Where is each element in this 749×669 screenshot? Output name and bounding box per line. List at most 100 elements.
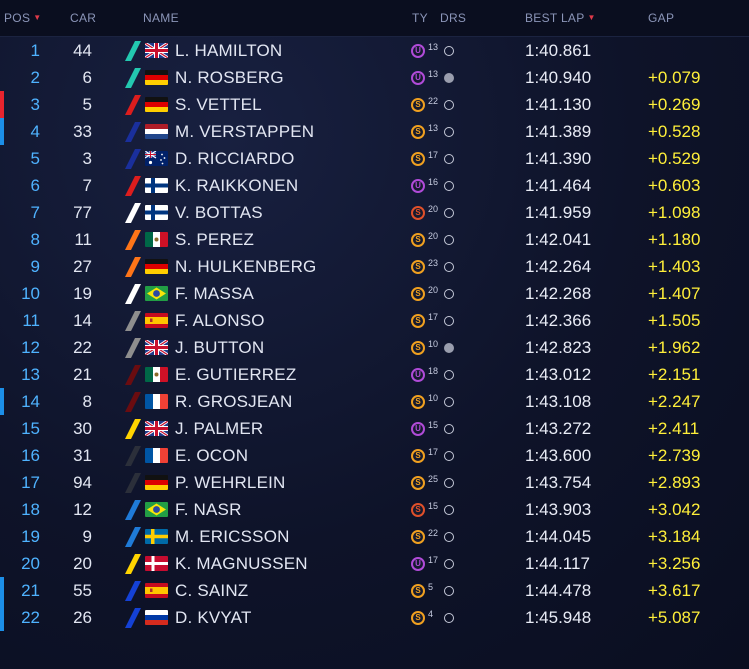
drs-indicator-icon: [444, 46, 454, 56]
flag-fr-icon: [145, 448, 168, 463]
table-row[interactable]: 9 27 N. HULKENBERG S 23 1:42.264 +1.403: [0, 253, 749, 280]
table-row[interactable]: 2 6 N. ROSBERG U 13 1:40.940 +0.079: [0, 64, 749, 91]
car-number: 12: [73, 500, 92, 519]
driver-name[interactable]: L. HAMILTON: [175, 41, 283, 60]
table-row[interactable]: 8 11 S. PEREZ S 20 1:42.041 +1.180: [0, 226, 749, 253]
drs-indicator-icon: [444, 181, 454, 191]
gap-to-leader: +1.098: [648, 203, 701, 222]
table-row[interactable]: 16 31 E. OCON S 17 1:43.600 +2.739: [0, 442, 749, 469]
tyre-age: 22: [428, 528, 439, 538]
driver-name[interactable]: F. NASR: [175, 500, 242, 519]
table-row[interactable]: 15 30 J. PALMER U 15 1:43.272 +2.411: [0, 415, 749, 442]
team-color-icon: [125, 176, 141, 196]
table-row[interactable]: 18 12 F. NASR S 15 1:43.903 +3.042: [0, 496, 749, 523]
car-number: 14: [73, 311, 92, 330]
table-row[interactable]: 14 8 R. GROSJEAN S 10 1:43.108 +2.247: [0, 388, 749, 415]
driver-name[interactable]: D. RICCIARDO: [175, 149, 295, 168]
driver-name[interactable]: R. GROSJEAN: [175, 392, 293, 411]
flag-uk-icon: [145, 340, 168, 355]
tyre-age: 10: [428, 339, 439, 349]
header-car[interactable]: CAR: [70, 11, 97, 25]
team-color-icon: [125, 95, 141, 115]
table-row[interactable]: 22 26 D. KVYAT S 4 1:45.948 +5.087: [0, 604, 749, 631]
table-row[interactable]: 4 33 M. VERSTAPPEN S 13 1:41.389 +0.528: [0, 118, 749, 145]
drs-indicator-icon: [444, 397, 454, 407]
header-pos[interactable]: POS ▼: [4, 11, 41, 25]
table-row[interactable]: 13 21 E. GUTIERREZ U 18 1:43.012 +2.151: [0, 361, 749, 388]
gap-to-leader: +0.079: [648, 68, 701, 87]
tyre-compound-icon: U: [411, 368, 425, 382]
tyre-compound-icon: S: [411, 152, 425, 166]
table-row[interactable]: 7 77 V. BOTTAS S 20 1:41.959 +1.098: [0, 199, 749, 226]
tyre-compound-icon: S: [411, 260, 425, 274]
driver-name[interactable]: E. OCON: [175, 446, 249, 465]
table-row[interactable]: 5 3 D. RICCIARDO S 17 1:41.390 +0.529: [0, 145, 749, 172]
tyre-compound-icon: U: [411, 422, 425, 436]
team-color-icon: [125, 527, 141, 547]
position: 14: [21, 392, 40, 411]
position-gained-indicator: [0, 118, 4, 145]
table-row[interactable]: 21 55 C. SAINZ S 5 1:44.478 +3.617: [0, 577, 749, 604]
driver-name[interactable]: M. ERICSSON: [175, 527, 290, 546]
table-row[interactable]: 20 20 K. MAGNUSSEN U 17 1:44.117 +3.256: [0, 550, 749, 577]
driver-name[interactable]: C. SAINZ: [175, 581, 249, 600]
tyre-age: 15: [428, 420, 439, 430]
header-drs[interactable]: DRS: [440, 11, 467, 25]
car-number: 9: [82, 527, 92, 546]
driver-name[interactable]: M. VERSTAPPEN: [175, 122, 315, 141]
best-lap-time: 1:40.861: [525, 41, 592, 60]
car-number: 27: [73, 257, 92, 276]
driver-name[interactable]: S. PEREZ: [175, 230, 255, 249]
car-number: 44: [73, 41, 92, 60]
table-row[interactable]: 10 19 F. MASSA S 20 1:42.268 +1.407: [0, 280, 749, 307]
table-row[interactable]: 1 44 L. HAMILTON U 13 1:40.861: [0, 37, 749, 64]
table-row[interactable]: 19 9 M. ERICSSON S 22 1:44.045 +3.184: [0, 523, 749, 550]
tyre-age: 10: [428, 393, 439, 403]
table-row[interactable]: 17 94 P. WEHRLEIN S 25 1:43.754 +2.893: [0, 469, 749, 496]
header-gap[interactable]: GAP: [648, 11, 675, 25]
driver-name[interactable]: D. KVYAT: [175, 608, 252, 627]
car-number: 3: [82, 149, 92, 168]
driver-name[interactable]: J. PALMER: [175, 419, 264, 438]
position-lost-indicator: [0, 91, 4, 118]
table-row[interactable]: 11 14 F. ALONSO S 17 1:42.366 +1.505: [0, 307, 749, 334]
position: 17: [21, 473, 40, 492]
gap-to-leader: +1.403: [648, 257, 701, 276]
table-row[interactable]: 12 22 J. BUTTON S 10 1:42.823 +1.962: [0, 334, 749, 361]
driver-name[interactable]: K. RAIKKONEN: [175, 176, 299, 195]
position: 6: [30, 176, 40, 195]
driver-name[interactable]: N. HULKENBERG: [175, 257, 317, 276]
header-best-lap[interactable]: BEST LAP ▼: [525, 11, 596, 25]
driver-name[interactable]: V. BOTTAS: [175, 203, 263, 222]
driver-name[interactable]: K. MAGNUSSEN: [175, 554, 308, 573]
car-number: 11: [74, 230, 92, 249]
best-lap-time: 1:42.264: [525, 257, 592, 276]
drs-indicator-icon: [444, 343, 454, 353]
drs-indicator-icon: [444, 235, 454, 245]
driver-name[interactable]: F. ALONSO: [175, 311, 265, 330]
position: 22: [21, 608, 40, 627]
team-color-icon: [125, 338, 141, 358]
team-color-icon: [125, 500, 141, 520]
team-color-icon: [125, 581, 141, 601]
driver-name[interactable]: J. BUTTON: [175, 338, 265, 357]
tyre-compound-icon: S: [411, 341, 425, 355]
tyre-compound-icon: S: [411, 395, 425, 409]
driver-name[interactable]: P. WEHRLEIN: [175, 473, 286, 492]
best-lap-time: 1:40.940: [525, 68, 592, 87]
flag-uk-icon: [145, 43, 168, 58]
header-tyre[interactable]: TY: [412, 11, 428, 25]
gap-to-leader: +0.269: [648, 95, 701, 114]
sort-indicator-icon: ▼: [33, 13, 42, 22]
position: 16: [21, 446, 40, 465]
team-color-icon: [125, 284, 141, 304]
header-name[interactable]: NAME: [143, 11, 179, 25]
table-row[interactable]: 3 5 S. VETTEL S 22 1:41.130 +0.269: [0, 91, 749, 118]
position: 5: [30, 149, 40, 168]
driver-name[interactable]: F. MASSA: [175, 284, 255, 303]
driver-name[interactable]: E. GUTIERREZ: [175, 365, 297, 384]
driver-name[interactable]: N. ROSBERG: [175, 68, 284, 87]
driver-name[interactable]: S. VETTEL: [175, 95, 262, 114]
tyre-age: 20: [428, 231, 439, 241]
table-row[interactable]: 6 7 K. RAIKKONEN U 16 1:41.464 +0.603: [0, 172, 749, 199]
